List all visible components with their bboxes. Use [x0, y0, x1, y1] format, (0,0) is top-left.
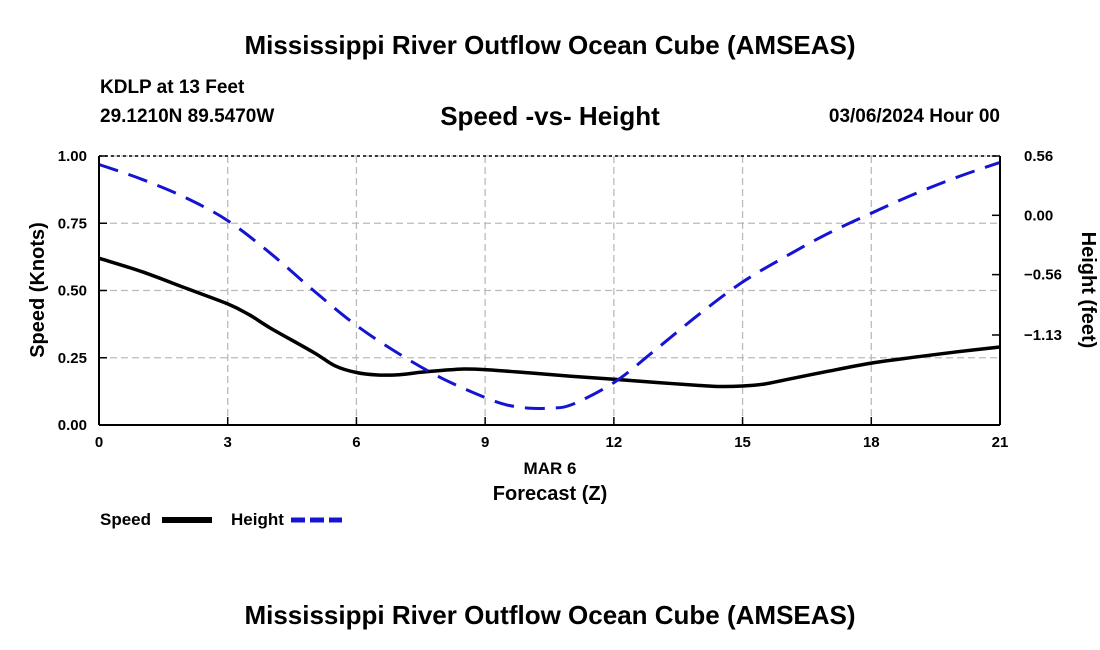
main-title-top: Mississippi River Outflow Ocean Cube (AM…: [244, 30, 856, 60]
x-tick-label: 12: [606, 434, 623, 451]
y-axis-left-label: Speed (Knots): [27, 222, 49, 358]
x-tick-label: 18: [863, 434, 880, 451]
x-axis-sublabel: MAR 6: [524, 459, 577, 478]
x-tick-label: 0: [95, 434, 103, 451]
y-left-tick-label: 0.25: [58, 350, 87, 367]
legend-speed-label: Speed: [100, 510, 151, 529]
x-tick-label: 15: [734, 434, 751, 451]
y-left-tick-label: 0.50: [58, 283, 87, 300]
station-label: KDLP at 13 Feet: [100, 77, 245, 98]
x-axis-label: Forecast (Z): [493, 483, 607, 505]
speed-series-line: [98, 256, 1001, 389]
legend: Speed Height: [100, 510, 342, 529]
x-tick-label: 6: [352, 434, 360, 451]
axes: 0 3 6 9 12 15 18 21 0.00 0.25 0.50 0.75 1.00 0.56 0.00…: [58, 148, 1062, 451]
y-right-tick-label: 0.56: [1024, 148, 1053, 165]
y-left-tick-label: 1.00: [58, 148, 87, 165]
x-tick-label: 21: [992, 434, 1009, 451]
main-title-bottom: Mississippi River Outflow Ocean Cube (AM…: [244, 600, 856, 630]
y-axis-right-label: Height (feet): [1077, 232, 1099, 349]
y-right-tick-label: 0.00: [1024, 207, 1053, 224]
chart-title: Speed -vs- Height: [440, 101, 660, 131]
x-tick-label: 3: [224, 434, 232, 451]
x-tick-label: 9: [481, 434, 489, 451]
y-right-tick-label: −0.56: [1024, 267, 1062, 284]
y-left-tick-label: 0.00: [58, 417, 87, 434]
height-series-line: [98, 160, 1001, 410]
series-lines: [98, 160, 1001, 410]
station-coords: 29.1210N 89.5470W: [100, 106, 275, 127]
forecast-datetime: 03/06/2024 Hour 00: [828, 106, 1000, 127]
y-right-tick-label: −1.13: [1024, 327, 1062, 344]
grid-lines: [99, 155, 1000, 425]
legend-height-label: Height: [231, 510, 284, 529]
axis-labels: MAR 6 Forecast (Z) Speed (Knots) Height …: [27, 222, 1099, 505]
y-left-tick-label: 0.75: [58, 215, 87, 232]
